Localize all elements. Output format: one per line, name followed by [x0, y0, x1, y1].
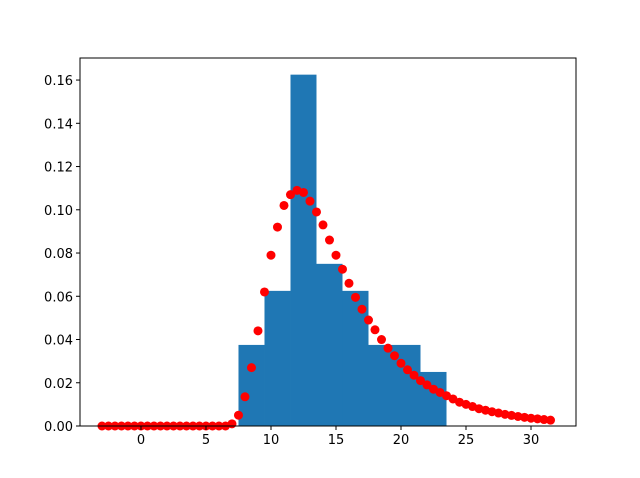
- x-tick-label: 10: [263, 433, 280, 448]
- scatter-point: [337, 264, 347, 274]
- scatter-point: [370, 325, 380, 335]
- histogram-bar: [342, 290, 369, 426]
- y-tick-label: 0.00: [44, 420, 73, 435]
- scatter-point: [350, 292, 360, 302]
- scatter-point: [272, 222, 282, 232]
- histogram-bar: [394, 344, 421, 426]
- scatter-point: [357, 304, 367, 314]
- scatter-point: [403, 365, 413, 375]
- scatter-point: [331, 250, 341, 260]
- scatter-point: [266, 250, 276, 260]
- scatter-point: [409, 370, 419, 380]
- scatter-point: [422, 380, 432, 390]
- scatter-point: [377, 335, 387, 345]
- y-tick-label: 0.06: [44, 290, 73, 305]
- x-tick-label: 15: [328, 433, 345, 448]
- scatter-point: [259, 287, 269, 297]
- histogram-bar: [290, 74, 317, 426]
- y-tick-label: 0.02: [44, 377, 73, 392]
- scatter-point: [363, 315, 373, 325]
- scatter-point: [305, 196, 315, 206]
- scatter-point: [240, 392, 250, 402]
- histogram-bar: [238, 344, 265, 426]
- scatter-point: [344, 278, 354, 288]
- scatter-point: [227, 419, 237, 429]
- y-tick-label: 0.04: [44, 334, 73, 349]
- scatter-point: [539, 415, 549, 425]
- scatter-point: [390, 351, 400, 361]
- y-tick-label: 0.16: [44, 74, 73, 89]
- scatter-point: [318, 220, 328, 230]
- x-tick-label: 25: [458, 433, 475, 448]
- x-tick-label: 30: [523, 433, 540, 448]
- plot-frame: [79, 57, 577, 427]
- scatter-point: [298, 187, 308, 197]
- scatter-point: [533, 414, 543, 424]
- scatter-point: [546, 415, 556, 425]
- y-tick-label: 0.12: [44, 161, 73, 176]
- scatter-point: [285, 190, 295, 200]
- histogram-bar: [368, 344, 395, 426]
- x-tick-label: 5: [202, 433, 210, 448]
- scatter-point: [383, 343, 393, 353]
- histogram-bar: [316, 263, 343, 426]
- y-tick-label: 0.14: [44, 117, 73, 132]
- scatter-point: [396, 358, 406, 368]
- scatter-point: [279, 200, 289, 210]
- scatter-point: [246, 363, 256, 373]
- histogram-bar: [264, 290, 291, 426]
- y-tick-label: 0.08: [44, 247, 73, 262]
- scatter-point: [324, 235, 334, 245]
- x-tick-label: 0: [137, 433, 145, 448]
- y-tick-label: 0.10: [44, 204, 73, 219]
- x-tick-label: 20: [393, 433, 410, 448]
- scatter-point: [233, 410, 243, 420]
- scatter-point: [416, 376, 426, 386]
- scatter-point: [253, 326, 263, 336]
- scatter-point: [526, 413, 536, 423]
- scatter-point: [311, 207, 321, 217]
